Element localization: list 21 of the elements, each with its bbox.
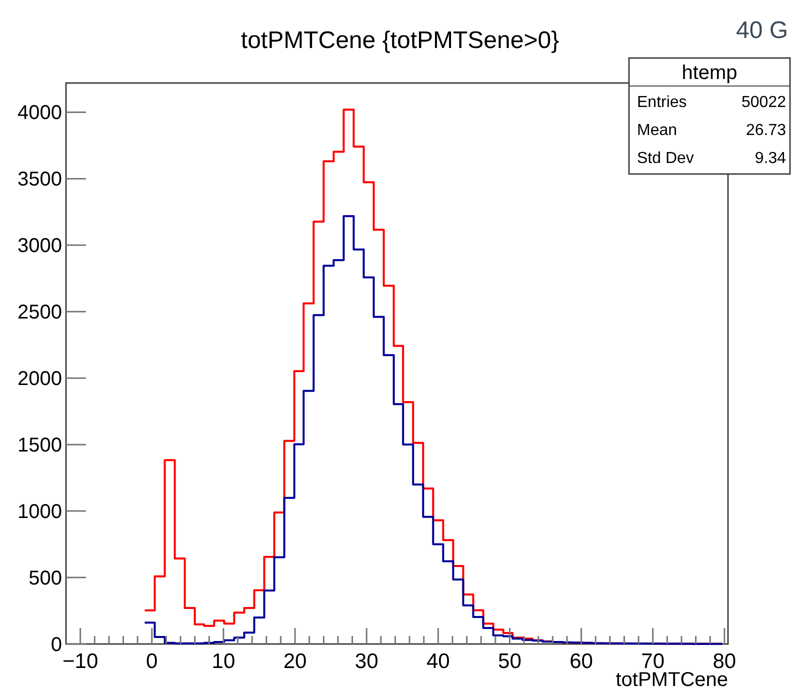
y-tick-label: 3500 <box>18 168 62 191</box>
chart-title: totPMTCene {totPMTSene>0} <box>240 27 560 54</box>
x-tick-label: 20 <box>283 650 307 673</box>
y-tick-label: 4000 <box>18 102 62 124</box>
annotation: htemp <box>682 62 738 84</box>
x-tick-label: 40 <box>426 650 450 673</box>
text: 40 G <box>736 17 788 44</box>
x-tick-label: −10 <box>62 650 98 673</box>
y-tick-label: 0 <box>50 634 62 656</box>
y-tick-label: 2000 <box>18 368 62 390</box>
x-tick-label: 0 <box>146 650 158 673</box>
y-tick-label: 2500 <box>18 302 62 324</box>
statistics-box: htemp Entries 50022 Mean 26.73 Std Dev 9.34 <box>628 57 791 175</box>
x-tick-label: 50 <box>498 650 522 673</box>
y-tick-label: 500 <box>28 568 62 590</box>
y-tick-label: 1500 <box>18 434 62 457</box>
x-tick-label: 60 <box>570 650 593 673</box>
x-tick-label: 30 <box>354 650 378 673</box>
y-tick-label: 3000 <box>18 235 62 258</box>
y-tick-label: 1000 <box>18 501 62 524</box>
x-tick-label: 10 <box>212 650 236 673</box>
